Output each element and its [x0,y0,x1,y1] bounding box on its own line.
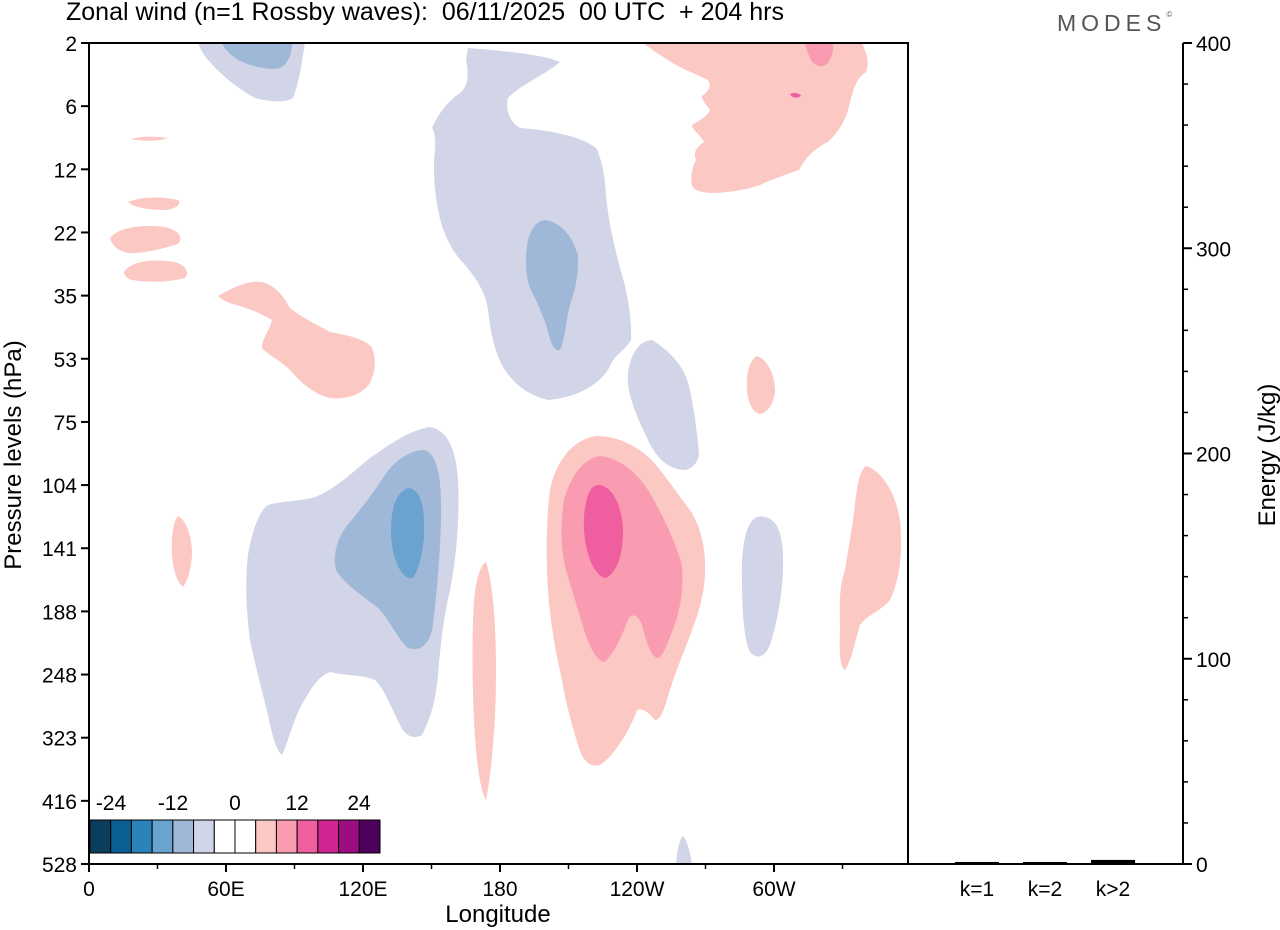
contour-neg-central-tongue [432,48,632,400]
colorbar-swatch [255,819,277,854]
colorbar-label: 12 [285,792,308,815]
colorbar-swatch [296,819,319,854]
heatmap-axes: 0 60E 120E 180 120W 60W 2 6 12 22 35 53 75 104 141 188 2… [42,33,844,901]
colorbar-swatch [193,819,215,854]
contour-neg-mid-right [627,340,699,470]
colorbar-labels: -24 -12 0 12 24 [96,792,371,815]
y-tick-label: 416 [42,791,77,814]
energy-bars: k=1 k=2 k>2 [955,859,1135,901]
colorbar-swatch [110,819,132,854]
contour-pos-w4 [124,260,187,282]
y-tick-label: 248 [42,665,77,688]
energy-axis-title: Energy (J/kg) [1254,384,1280,527]
energy-tick-label: 200 [1196,444,1231,467]
contour-neg-lower-east [741,516,784,657]
y-tick-label: 6 [65,96,77,119]
colorbar-swatch [172,819,195,854]
x-tick-label: 120E [338,878,387,901]
contour-pos-upper-east [643,43,868,193]
contour-neg-bottom [676,836,692,864]
y-tick-label: 75 [54,412,77,435]
contour-pos-small-west [171,516,192,587]
y-tick-label: 2 [65,33,77,56]
x-tick-label: 120W [610,878,665,901]
x-tick-label: 60E [207,878,244,901]
contour-neg-lower-west-max [391,488,425,579]
x-tick-label: 180 [482,878,517,901]
contour-pos-w3 [110,226,181,254]
contour-pos-lower-central-max [583,485,623,578]
y-tick-label: 12 [54,159,77,182]
contour-pos-upper-east-core [805,43,834,67]
energy-tick-label: 400 [1196,33,1231,56]
y-tick-label: 53 [54,349,77,372]
x-tick-label: 0 [83,878,95,901]
energy-category-label: k=1 [960,878,994,901]
energy-tick-label: 300 [1196,238,1231,261]
x-axis-title: Longitude [445,901,550,928]
contour-pos-streak [472,562,496,800]
energy-category-label: k>2 [1096,878,1130,901]
energy-axes: 0 100 200 300 400 [1183,33,1231,877]
contour-pos-small-east [746,356,775,414]
colorbar-label: -24 [96,792,127,815]
energy-tick-label: 0 [1196,854,1208,877]
energy-category-label: k=2 [1028,878,1062,901]
modes-logo: MODES© [1057,10,1172,37]
colorbar: -24 -12 0 12 24 [89,787,381,863]
colorbar-swatch [338,819,360,854]
contour-pos-east-edge [839,466,902,670]
y-tick-label: 141 [42,538,77,561]
contour-pos-dot [790,92,801,98]
colorbar-swatch [358,819,381,854]
y-tick-label: 104 [42,475,77,498]
contour-pos-mid-west [218,281,375,399]
contour-pos-w1 [131,136,168,141]
y-tick-label: 22 [54,222,77,245]
y-axis-title: Pressure levels (hPa) [0,340,27,569]
contour-fields [110,43,902,864]
x-tick-label: 60W [752,878,795,901]
y-tick-label: 323 [42,728,77,751]
colorbar-label: 0 [229,792,241,815]
energy-tick-label: 100 [1196,649,1231,672]
energy-bar [1023,861,1067,864]
colorbar-label: -12 [158,792,188,815]
colorbar-swatch [234,819,257,854]
colorbar-swatch [89,819,112,854]
contour-neg-central-tongue-core [525,220,579,351]
colorbar-swatch [213,819,236,854]
colorbar-swatches [89,819,381,854]
colorbar-swatch [151,819,174,854]
heatmap-frame [88,42,909,865]
y-tick-label: 528 [42,854,77,877]
contour-pos-w2 [128,197,180,210]
colorbar-swatch [130,819,153,854]
energy-bar [1091,859,1135,864]
energy-bar [955,861,999,864]
y-tick-label: 188 [42,601,77,624]
chart-title: Zonal wind (n=1 Rossby waves): 06/11/202… [66,0,784,26]
logo-text: MODES [1057,10,1167,36]
copyright-mark: © [1166,10,1173,19]
y-tick-label: 35 [54,286,77,309]
colorbar-label: 24 [347,792,371,815]
colorbar-swatch [317,819,340,854]
contour-neg-upper-west-core [222,43,292,69]
colorbar-swatch [275,819,298,854]
